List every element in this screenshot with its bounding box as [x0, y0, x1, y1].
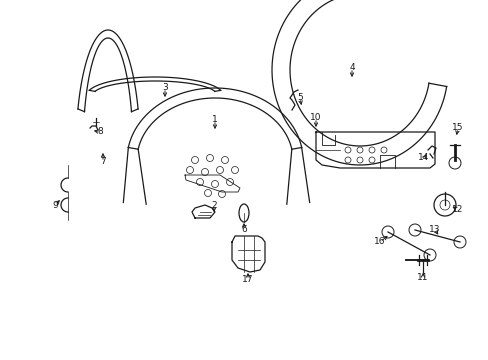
Text: 5: 5 — [297, 94, 302, 103]
Text: 6: 6 — [241, 225, 246, 234]
Text: 3: 3 — [162, 84, 167, 93]
Text: 2: 2 — [211, 201, 216, 210]
Text: 1: 1 — [212, 116, 218, 125]
Text: 10: 10 — [309, 113, 321, 122]
Text: 13: 13 — [428, 225, 440, 234]
Text: 4: 4 — [348, 63, 354, 72]
Text: 7: 7 — [100, 158, 106, 166]
Text: 9: 9 — [52, 201, 58, 210]
Text: 12: 12 — [451, 206, 463, 215]
Text: 8: 8 — [97, 127, 102, 136]
Text: 14: 14 — [417, 153, 429, 162]
Text: 17: 17 — [242, 275, 253, 284]
Text: 16: 16 — [373, 238, 385, 247]
Text: 11: 11 — [416, 274, 428, 283]
Text: 15: 15 — [451, 123, 463, 132]
